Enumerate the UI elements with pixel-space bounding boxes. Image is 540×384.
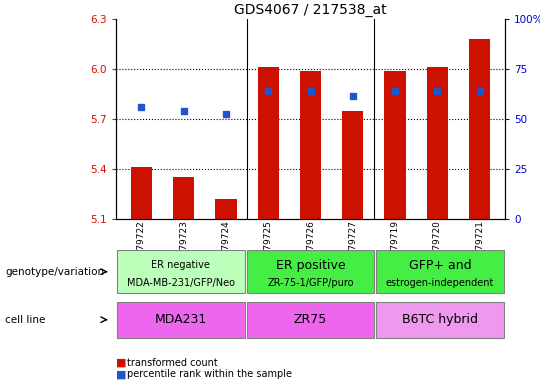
Text: ■: ■ [116, 369, 126, 379]
Text: transformed count: transformed count [127, 358, 218, 368]
Bar [342, 111, 363, 219]
Text: GFP+ and: GFP+ and [409, 258, 471, 271]
Bar [427, 68, 448, 219]
Bar [247, 301, 374, 338]
Text: B6TC hybrid: B6TC hybrid [402, 313, 478, 326]
Text: cell line: cell line [5, 314, 46, 325]
Text: MDA231: MDA231 [155, 313, 207, 326]
Bar [117, 301, 245, 338]
Bar [117, 250, 245, 293]
Text: ER negative: ER negative [151, 260, 211, 270]
Text: MDA-MB-231/GFP/Neo: MDA-MB-231/GFP/Neo [127, 278, 235, 288]
Text: genotype/variation: genotype/variation [5, 266, 105, 277]
Text: ZR75: ZR75 [294, 313, 327, 326]
Bar [376, 301, 504, 338]
Text: percentile rank within the sample: percentile rank within the sample [127, 369, 292, 379]
Bar [247, 250, 374, 293]
Bar [258, 68, 279, 219]
Bar [384, 71, 406, 219]
Text: ■: ■ [116, 358, 126, 368]
Bar [300, 71, 321, 219]
Bar [131, 167, 152, 219]
Title: GDS4067 / 217538_at: GDS4067 / 217538_at [234, 3, 387, 17]
Bar [469, 39, 490, 219]
Bar [173, 177, 194, 219]
Text: estrogen-independent: estrogen-independent [386, 278, 494, 288]
Text: ZR-75-1/GFP/puro: ZR-75-1/GFP/puro [267, 278, 354, 288]
Bar [376, 250, 504, 293]
Text: ER positive: ER positive [276, 258, 345, 271]
Bar [215, 199, 237, 219]
